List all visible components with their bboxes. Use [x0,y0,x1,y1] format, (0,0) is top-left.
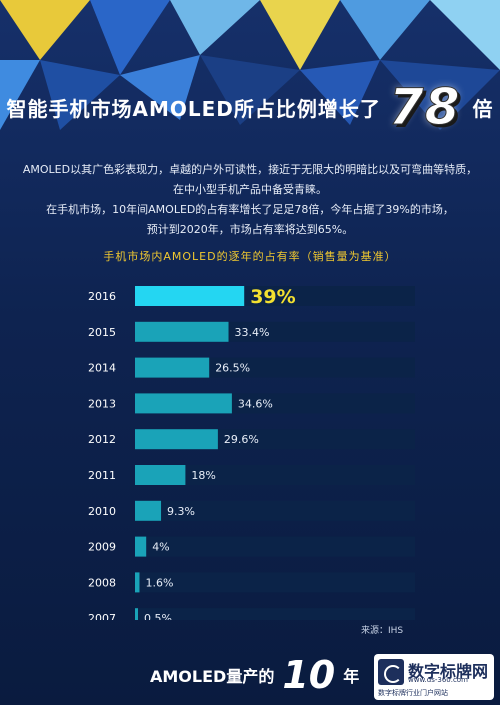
bar-track [135,500,415,521]
bar [135,608,138,620]
logo-mark-icon [378,659,404,685]
bar-track [135,465,415,485]
value-label: 9.3% [167,505,195,518]
category-label: 2007 [88,612,116,620]
intro-line: AMOLED以其广色彩表现力，卓越的户外可读性，接近于无限大的明暗比以及可弯曲等… [22,163,478,176]
value-label: 4% [152,541,169,554]
logo-slogan: 数字标牌行业门户网站 [378,689,448,697]
decorative-triangles [0,0,500,130]
intro-line: 在手机市场，10年间AMOLED的占有率增长了足足78倍，今年占据了39%的市场… [46,203,454,216]
bar [135,572,140,593]
chart-title: 手机市场内AMOLED的逐年的占有率（销售量为基准） [103,250,397,263]
category-label: 2013 [88,397,116,410]
value-label: 34.6% [238,397,273,410]
value-label: 29.6% [224,433,259,446]
value-label: 0.5% [144,612,172,620]
category-label: 2011 [88,469,116,482]
value-label: 39% [250,286,295,308]
value-label: 26.5% [215,362,250,375]
bar-chart: 2016 39% 2015 33.4% 2014 26.5% 2013 34.6% 2012 29… [88,286,415,620]
footer-number: 10 [282,653,336,697]
headline-number: 78 [388,78,461,137]
category-label: 2016 [88,290,116,303]
intro-line: 预计到2020年，市场占有率将达到65%。 [146,223,354,236]
bar-track [135,608,415,620]
category-label: 2008 [88,576,116,589]
bar-track [135,536,415,557]
bar [135,500,162,521]
footer: AMOLED量产的 10 年 [0,645,500,705]
category-label: 2009 [88,541,116,554]
footer-text-before: AMOLED量产的 [150,667,275,686]
category-label: 2014 [88,362,116,375]
headline-suffix: 倍 [472,96,494,121]
bar [135,536,147,557]
headline: 智能手机市场AMOLED所占比例增长了 78 倍 [0,78,500,137]
logo-url: www.ds-360.com [408,676,468,684]
bar [135,321,229,342]
source-note: 来源：IHS [361,626,404,636]
category-label: 2012 [88,433,116,446]
value-label: 18% [191,469,215,482]
category-label: 2015 [88,326,116,339]
logo-brand: 数字标牌网 [408,662,489,681]
footer-caption: AMOLED量产的 10 年 [150,653,359,697]
value-label: 1.6% [145,576,173,589]
bar [135,286,245,306]
footer-text-after: 年 [343,667,360,686]
bar-track [135,572,415,593]
headline-text: 智能手机市场AMOLED所占比例增长了 [6,96,381,121]
bar [135,357,210,378]
bar [135,429,218,450]
value-label: 33.4% [235,326,270,339]
intro-paragraph: AMOLED以其广色彩表现力，卓越的户外可读性，接近于无限大的明暗比以及可弯曲等… [10,160,490,240]
intro-line: 在中小型手机产品中备受青睐。 [173,183,327,196]
category-label: 2010 [88,505,116,518]
site-logo[interactable]: 数字标牌网 www.ds-360.com 数字标牌行业门户网站 [374,654,494,700]
bar [135,393,232,414]
bar [135,465,186,485]
